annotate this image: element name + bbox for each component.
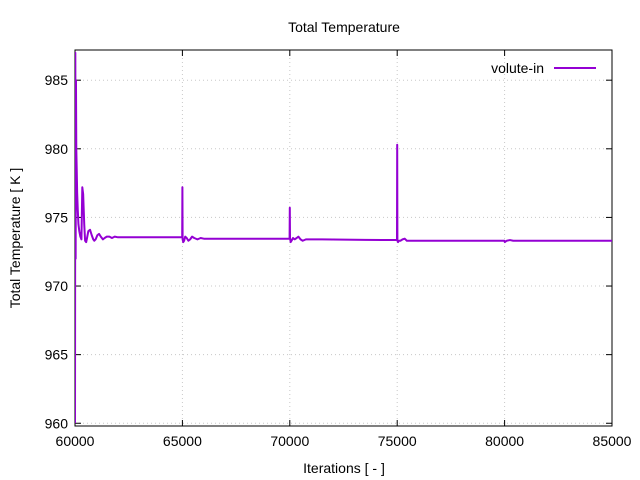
x-axis-label: Iterations [ - ]	[303, 460, 385, 476]
y-axis-label: Total Temperature [ K ]	[7, 168, 23, 309]
x-tick-label: 65000	[163, 433, 202, 449]
series-line-volute-in	[75, 51, 612, 424]
y-tick-label: 960	[45, 415, 69, 431]
y-tick-label: 970	[45, 278, 69, 294]
series-layer	[75, 51, 612, 424]
x-tick-label: 60000	[56, 433, 95, 449]
y-tick-label: 980	[45, 141, 69, 157]
y-tick-label: 975	[45, 209, 69, 225]
x-tick-label: 85000	[593, 433, 632, 449]
y-tick-label: 985	[45, 72, 69, 88]
x-tick-label: 70000	[270, 433, 309, 449]
legend-label-volute-in: volute-in	[491, 60, 544, 76]
tick-labels: 60000 65000 70000 75000 80000 85000 960 965 970 9…	[45, 72, 632, 449]
chart-title: Total Temperature	[288, 19, 400, 35]
y-tick-label: 965	[45, 347, 69, 363]
x-tick-label: 75000	[378, 433, 417, 449]
legend: volute-in	[491, 60, 596, 76]
x-tick-label: 80000	[485, 433, 524, 449]
